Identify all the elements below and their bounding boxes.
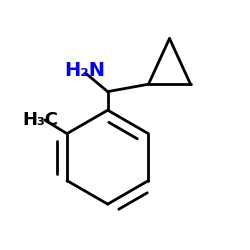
Text: H₂N: H₂N [64,61,106,80]
Text: H₃C: H₃C [22,111,59,129]
